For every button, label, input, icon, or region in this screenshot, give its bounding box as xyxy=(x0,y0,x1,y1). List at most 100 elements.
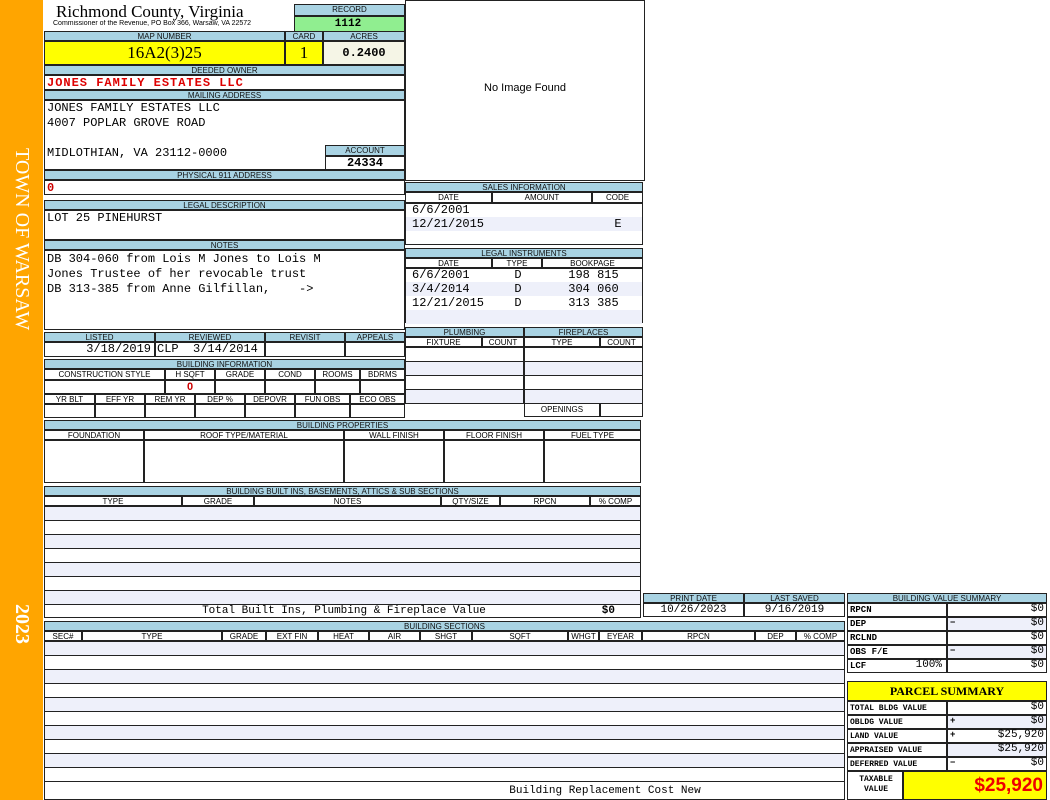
building-info-header: BDRMS xyxy=(360,369,405,380)
plumbing-row xyxy=(405,389,524,404)
operator: + xyxy=(950,730,956,740)
plumbing-header: COUNT xyxy=(482,337,524,347)
instrument-bookpage: 198 815 xyxy=(568,268,619,282)
plumbing-row xyxy=(405,361,524,376)
instrument-date: 3/4/2014 xyxy=(412,282,470,296)
review-header: REVISIT xyxy=(265,332,345,342)
replacement-cost-label: Building Replacement Cost New xyxy=(509,785,701,797)
value-summary-name: LCF xyxy=(847,659,947,673)
builtins-header: % COMP xyxy=(590,496,641,506)
properties-cell xyxy=(44,440,144,483)
operator: − xyxy=(950,758,956,768)
sections-header: WHGT xyxy=(568,631,599,641)
parcel-summary-name: APPRAISED VALUE xyxy=(847,743,947,757)
building-info-cell xyxy=(165,380,215,394)
sales-label: SALES INFORMATION xyxy=(405,182,643,192)
building-info-cell xyxy=(44,404,95,418)
sections-row xyxy=(44,767,845,782)
builtins-row xyxy=(44,506,641,521)
builtins-header: QTY/SIZE xyxy=(441,496,500,506)
sales-header: CODE xyxy=(592,192,643,203)
notes-label: NOTES xyxy=(44,240,405,250)
building-info-header: REM YR xyxy=(145,394,195,404)
building-info-cell xyxy=(315,380,360,394)
sections-header: GRADE xyxy=(222,631,266,641)
h-sqft-value: 0 xyxy=(186,381,194,393)
mailing-address-label: MAILING ADDRESS xyxy=(44,90,405,100)
instrument-type: D xyxy=(514,268,522,282)
building-info-header: CONSTRUCTION STYLE xyxy=(44,369,165,380)
fireplace-row xyxy=(524,389,643,404)
acres-label: ACRES xyxy=(323,31,405,41)
sections-row xyxy=(44,753,845,768)
parcel-summary-name: TOTAL BLDG VALUE xyxy=(847,701,947,715)
value-summary-label: BUILDING VALUE SUMMARY xyxy=(847,593,1047,603)
instrument-date: 6/6/2001 xyxy=(412,268,470,282)
building-sections-label: BUILDING SECTIONS xyxy=(44,621,845,631)
operator: − xyxy=(950,646,956,656)
building-info-cell xyxy=(44,380,165,394)
builtins-row xyxy=(44,562,641,577)
parcel-summary-value: $0 xyxy=(1030,715,1044,727)
fireplace-row xyxy=(524,361,643,376)
building-info-cell xyxy=(295,404,350,418)
sales-row xyxy=(406,231,642,245)
parcel-summary-cell xyxy=(947,757,1047,771)
print-date-value: 10/26/2023 xyxy=(643,603,744,617)
building-info-header: GRADE xyxy=(215,369,265,380)
properties-header: FOUNDATION xyxy=(44,430,144,440)
sale-date: 12/21/2015 xyxy=(412,217,485,231)
card-label: CARD xyxy=(285,31,323,41)
mailing-line-3: MIDLOTHIAN, VA 23112-0000 xyxy=(47,146,228,160)
operator: − xyxy=(950,618,956,628)
last-saved-label: LAST SAVED xyxy=(744,593,845,603)
value-summary-cell xyxy=(947,645,1047,659)
value-summary-value: $0 xyxy=(1030,603,1044,615)
value-summary-cell xyxy=(947,603,1047,617)
value-summary-name: DEP xyxy=(847,617,947,631)
value-summary-name: RCLND xyxy=(847,631,947,645)
taxable-value: $25,920 xyxy=(903,771,1047,800)
builtins-total-label: Total Built Ins, Plumbing & Fireplace Va… xyxy=(202,605,486,617)
review-cell xyxy=(265,342,345,357)
sections-row xyxy=(44,711,845,726)
sections-header: % COMP xyxy=(796,631,845,641)
fireplace-row xyxy=(524,375,643,390)
properties-header: ROOF TYPE/MATERIAL xyxy=(144,430,344,440)
building-info-cell xyxy=(360,380,405,394)
mailing-address-box xyxy=(44,100,405,170)
building-info-header: DEP % xyxy=(195,394,245,404)
map-number-label: MAP NUMBER xyxy=(44,31,285,41)
building-info-cell xyxy=(350,404,405,418)
parcel-summary-value: $0 xyxy=(1030,701,1044,713)
legal-description-label: LEGAL DESCRIPTION xyxy=(44,200,405,210)
sections-row xyxy=(44,683,845,698)
sections-header: SEC# xyxy=(44,631,82,641)
openings-value xyxy=(600,403,643,417)
sale-code: E xyxy=(614,217,622,231)
plumbing-label: PLUMBING xyxy=(405,327,524,337)
builtins-row xyxy=(44,576,641,591)
properties-header: WALL FINISH xyxy=(344,430,444,440)
sections-header: RPCN xyxy=(642,631,755,641)
value-summary-cell xyxy=(947,617,1047,631)
builtins-header: TYPE xyxy=(44,496,182,506)
value-summary-name: RPCN xyxy=(847,603,947,617)
builtins-row xyxy=(44,590,641,605)
building-info-header: ROOMS xyxy=(315,369,360,380)
properties-cell xyxy=(444,440,544,483)
builtins-header: RPCN xyxy=(500,496,590,506)
account-value: 24334 xyxy=(325,156,405,170)
property-image xyxy=(405,0,645,181)
card-value: 1 xyxy=(285,41,323,65)
mailing-line-2: 4007 POPLAR GROVE ROAD xyxy=(47,116,206,130)
review-cell xyxy=(345,342,405,357)
lcf-percent: 100% xyxy=(915,659,942,671)
sections-header: DEP xyxy=(755,631,796,641)
record-label: RECORD xyxy=(294,4,405,16)
sale-date: 6/6/2001 xyxy=(412,203,470,217)
parcel-summary-cell xyxy=(947,701,1047,715)
legal-instruments-label: LEGAL INSTRUMENTS xyxy=(405,248,643,258)
physical-address-value: 0 xyxy=(44,180,405,195)
sale-code xyxy=(592,203,642,217)
